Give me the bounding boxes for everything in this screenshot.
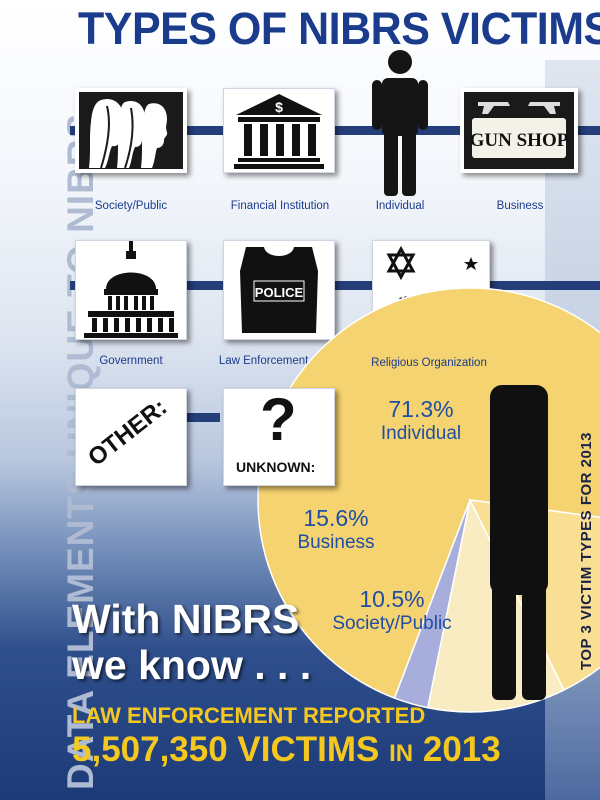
connector-rail-3 bbox=[180, 413, 220, 422]
slice-label-business: 15.6% Business bbox=[297, 505, 375, 553]
caption-business: Business bbox=[496, 200, 544, 212]
other-tile: OTHER: bbox=[75, 388, 187, 486]
unknown-label: UNKNOWN: bbox=[236, 459, 316, 475]
police-text: POLICE bbox=[255, 285, 304, 300]
question-mark-icon: ? bbox=[260, 386, 297, 453]
caption-society-public: Society/Public bbox=[94, 200, 168, 212]
reported-line: LAW ENFORCEMENT REPORTED bbox=[72, 703, 426, 728]
unknown-tile: ? UNKNOWN: bbox=[223, 386, 335, 486]
caption-individual: Individual bbox=[375, 200, 425, 212]
page-title: TYPES OF NIBRS VICTIMS: bbox=[78, 4, 600, 55]
bank-icon: $ bbox=[234, 94, 324, 169]
in-text: IN bbox=[389, 740, 414, 767]
government-tile bbox=[75, 240, 187, 340]
connector-rail-2 bbox=[70, 281, 600, 290]
slice-label-society-public: 10.5% Society/Public bbox=[332, 586, 452, 634]
caption-government: Government bbox=[99, 355, 163, 367]
year-text: 2013 bbox=[422, 730, 501, 769]
victim-count: 5,507,350 VICTIMS bbox=[72, 730, 380, 769]
society-public-tile bbox=[75, 88, 187, 173]
gun-shop-text: GUN SHOP bbox=[470, 130, 569, 151]
other-label: OTHER: bbox=[83, 393, 173, 472]
law-enforcement-tile: POLICE bbox=[223, 240, 335, 340]
capitol-dome-icon bbox=[84, 241, 178, 338]
connector-rail-1 bbox=[70, 126, 600, 135]
with-nibrs-heading: With NIBRS we know . . . bbox=[72, 596, 312, 688]
silhouette-faces-icon bbox=[79, 92, 183, 169]
slice-label-individual: 71.3% Individual bbox=[380, 396, 462, 444]
police-vest-icon: POLICE bbox=[240, 247, 318, 333]
person-icon bbox=[372, 50, 428, 196]
business-tile: GUN SHOP bbox=[460, 88, 578, 173]
chart-title: TOP 3 VICTIM TYPES FOR 2013 bbox=[578, 431, 595, 670]
person-silhouette-overlay bbox=[490, 385, 548, 700]
svg-text:$: $ bbox=[275, 99, 283, 115]
financial-institution-tile: $ bbox=[223, 88, 335, 173]
pie-slice-other bbox=[393, 499, 471, 709]
victim-count-line: 5,507,350 VICTIMS IN 2013 bbox=[72, 730, 501, 770]
caption-financial-institution: Financial Institution bbox=[230, 200, 330, 212]
caption-religious-organization: Religious Organization bbox=[371, 357, 487, 369]
gun-shop-sign-icon: GUN SHOP bbox=[464, 92, 574, 169]
